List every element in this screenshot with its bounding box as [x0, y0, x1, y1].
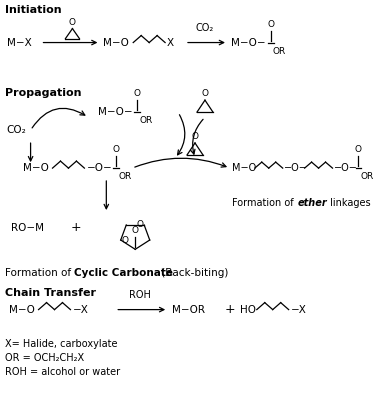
- Text: Initiation: Initiation: [5, 5, 61, 15]
- Text: −O−: −O−: [86, 163, 112, 173]
- Text: M−O: M−O: [103, 38, 129, 47]
- Text: O: O: [192, 132, 198, 141]
- Text: O: O: [267, 20, 274, 28]
- Text: linkages: linkages: [327, 198, 370, 208]
- Text: CO₂: CO₂: [7, 125, 26, 135]
- Text: OR: OR: [273, 47, 286, 56]
- Text: O: O: [134, 89, 141, 98]
- Text: X: X: [167, 38, 174, 47]
- Text: Cyclic Carbonate: Cyclic Carbonate: [74, 268, 173, 278]
- Text: −X: −X: [73, 305, 88, 314]
- Text: HO: HO: [240, 305, 256, 314]
- Text: O: O: [113, 145, 120, 154]
- Text: −O−: −O−: [334, 163, 358, 173]
- Text: ether: ether: [298, 198, 327, 208]
- Text: RO−M: RO−M: [11, 223, 44, 233]
- Text: O: O: [122, 235, 129, 245]
- Text: ROH: ROH: [129, 290, 151, 300]
- Text: OR = OCH₂CH₂X: OR = OCH₂CH₂X: [5, 354, 84, 363]
- Text: ROH = alcohol or water: ROH = alcohol or water: [5, 367, 120, 377]
- Text: −O−: −O−: [284, 163, 308, 173]
- Text: (Back-biting): (Back-biting): [158, 268, 229, 278]
- Text: M−X: M−X: [7, 38, 31, 47]
- Text: −X: −X: [290, 305, 307, 314]
- Text: M−O−: M−O−: [231, 38, 265, 47]
- Text: O: O: [355, 145, 362, 154]
- Text: O: O: [201, 89, 209, 98]
- Text: CO₂: CO₂: [196, 23, 214, 32]
- Text: Formation of: Formation of: [5, 268, 74, 278]
- Text: M−O: M−O: [9, 305, 34, 314]
- Text: M−O−: M−O−: [98, 107, 133, 117]
- Text: +: +: [225, 303, 236, 316]
- Text: O: O: [136, 220, 143, 229]
- Text: OR: OR: [360, 172, 374, 181]
- Text: Propagation: Propagation: [5, 88, 81, 98]
- Text: O: O: [132, 226, 139, 235]
- Text: X= Halide, carboxylate: X= Halide, carboxylate: [5, 339, 117, 350]
- Text: Formation of: Formation of: [232, 198, 297, 208]
- Text: OR: OR: [118, 172, 132, 181]
- Text: M−OR: M−OR: [172, 305, 205, 314]
- Text: +: +: [71, 221, 81, 234]
- Text: O: O: [69, 18, 76, 26]
- Text: OR: OR: [139, 116, 152, 125]
- Text: M−O: M−O: [232, 163, 256, 173]
- Text: M−O: M−O: [23, 163, 49, 173]
- Text: Chain Transfer: Chain Transfer: [5, 288, 96, 298]
